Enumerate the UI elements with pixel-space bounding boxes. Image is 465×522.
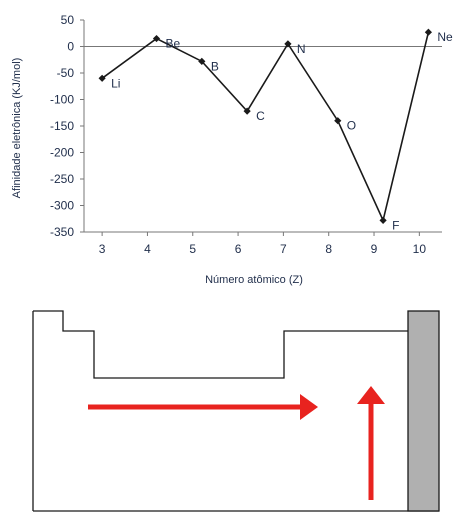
y-tick-label: 50 [61, 13, 75, 27]
y-tick-label: -200 [50, 146, 74, 160]
x-axis-title: Número atômico (Z) [205, 274, 303, 286]
y-tick-label: 0 [67, 40, 74, 54]
x-tick-label: 4 [144, 242, 151, 256]
series-line [101, 32, 430, 223]
y-axis-title: Afinidade eletrônica (KJ/mol) [11, 58, 23, 199]
x-tick-label: 8 [325, 242, 332, 256]
x-tick-label: 7 [280, 242, 287, 256]
data-point-label: Li [111, 76, 120, 90]
x-tick-label: 3 [99, 242, 106, 256]
data-point-label: B [211, 59, 219, 73]
data-point-group: Li Be B C N O F Ne [98, 28, 453, 232]
x-tick-label: 5 [189, 242, 196, 256]
data-point-marker [152, 34, 161, 43]
x-tick-label: 10 [413, 242, 427, 256]
y-tick-label: -300 [50, 199, 74, 213]
data-point-marker [243, 107, 251, 115]
electron-affinity-chart: 50 0 -50 -100 -150 -200 -250 -300 -350 3 4 5 6 7 8 9 10… [11, 13, 453, 286]
y-tick-label: -150 [50, 119, 74, 133]
data-point-label: O [347, 119, 356, 133]
data-point-marker [379, 216, 387, 224]
data-point-label: C [256, 109, 265, 123]
y-tick-label: -50 [57, 66, 75, 80]
periodic-table-outline [33, 310, 408, 379]
periodic-table-diagram [32, 310, 440, 512]
data-point-marker [284, 40, 292, 48]
y-tick-label: -250 [50, 172, 74, 186]
y-tick-group: 50 0 -50 -100 -150 -200 -250 -300 -350 [50, 13, 84, 239]
x-tick-label: 6 [235, 242, 242, 256]
data-point-marker [334, 117, 342, 125]
data-point-label: Ne [437, 30, 453, 44]
y-tick-label: -350 [50, 225, 74, 239]
data-point-label: N [297, 42, 306, 56]
data-point-marker [98, 74, 106, 82]
x-tick-label: 9 [371, 242, 378, 256]
x-tick-group: 3 4 5 6 7 8 9 10 [99, 232, 427, 256]
data-point-marker [198, 57, 206, 65]
data-point-label: Be [166, 37, 181, 51]
data-point-label: F [392, 218, 399, 232]
arrow-right-icon [88, 394, 318, 420]
y-tick-label: -100 [50, 93, 74, 107]
data-point-marker [424, 28, 433, 36]
noble-gas-column [407, 310, 440, 512]
arrow-up-icon [357, 386, 385, 500]
